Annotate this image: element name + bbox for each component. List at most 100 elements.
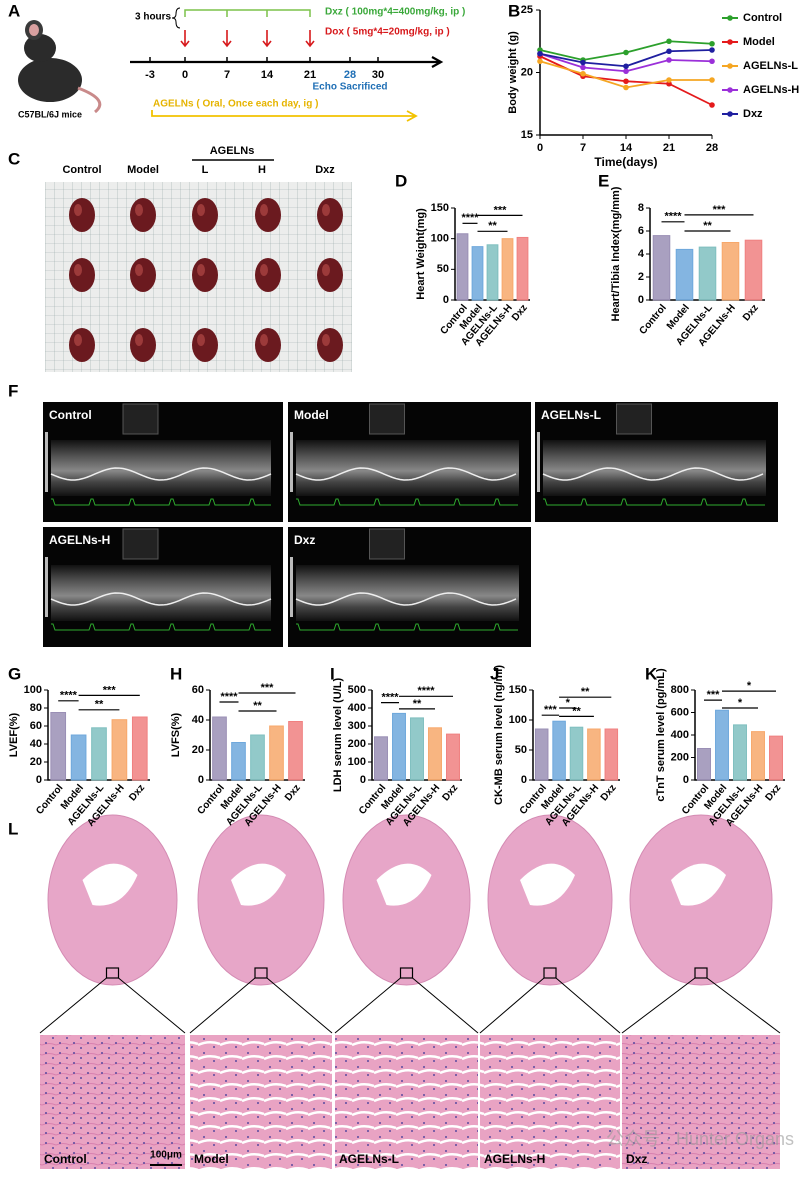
y-tick-label: 6 <box>638 225 644 237</box>
ventricle-lumen <box>231 863 286 906</box>
y-tick-label: 150 <box>431 202 449 214</box>
y-tick-label: 0 <box>638 294 644 306</box>
bar <box>131 716 148 781</box>
y-tick-label: 0 <box>36 774 42 786</box>
echo-band <box>296 565 519 621</box>
y-tick-label: 25 <box>521 4 533 16</box>
watermark: 公众号 · Hunter Organs <box>606 1129 794 1149</box>
panel-label: K <box>645 664 658 683</box>
legend-label: Model <box>743 36 775 48</box>
y-tick-label: 50 <box>437 263 449 275</box>
legend-marker <box>727 39 733 45</box>
legend-marker <box>727 15 733 21</box>
series-point <box>709 102 715 108</box>
bar <box>552 720 566 781</box>
micrograph <box>622 1035 780 1169</box>
bar <box>675 248 694 301</box>
bar <box>50 712 67 781</box>
x-tick-label: 0 <box>537 142 543 154</box>
heart-highlight <box>135 334 143 346</box>
series-point <box>537 50 543 57</box>
heart-highlight <box>260 264 268 276</box>
echo-label: Control <box>49 408 92 422</box>
micrograph <box>190 1035 332 1169</box>
panel-label: E <box>598 171 609 190</box>
y-tick-label: 400 <box>348 702 366 714</box>
bar <box>486 244 499 301</box>
series-point <box>666 57 672 63</box>
echo-panels: Control Model AGELNs-L AGELNs-H Dxz <box>43 402 778 647</box>
bar <box>374 736 388 781</box>
echo-thumbnail <box>122 528 159 560</box>
significance-label: ** <box>413 698 422 710</box>
histology-label: Dxz <box>626 1152 647 1166</box>
series-point <box>580 59 586 66</box>
y-axis-label: CK-MB serum level (ng/ml) <box>493 665 505 805</box>
y-tick-label: 800 <box>671 684 689 696</box>
ecg-trace <box>296 623 518 631</box>
significance-label: *** <box>707 689 721 701</box>
x-tick-label: Dxz <box>741 303 761 324</box>
bar <box>587 728 601 781</box>
gray-scale <box>45 432 48 492</box>
gray-scale <box>290 557 293 617</box>
echo-thumbnail <box>369 403 405 435</box>
panel-label: D <box>395 171 407 190</box>
series-point <box>709 47 715 53</box>
zoom-box <box>543 967 557 979</box>
y-tick-label: 15 <box>521 129 533 141</box>
group-label: H <box>258 164 266 176</box>
panel-label: F <box>8 381 18 400</box>
y-tick-label: 300 <box>348 720 366 732</box>
y-tick-label: 200 <box>348 738 366 750</box>
day-label: 14 <box>261 69 274 81</box>
duration-label: 3 hours <box>135 12 172 23</box>
y-tick-label: 0 <box>443 294 449 306</box>
zoom-box <box>105 967 120 979</box>
panel-label: G <box>8 664 21 683</box>
bar <box>428 727 442 781</box>
zoom-lines <box>39 977 186 1034</box>
significance-label: ** <box>703 220 712 232</box>
echo-thumbnail <box>122 403 159 435</box>
ecg-trace <box>543 498 765 506</box>
panel-label: H <box>170 664 182 683</box>
y-tick-label: 100 <box>431 233 449 245</box>
dox-regimen: Dox ( 5mg*4=20mg/kg, ip ) <box>325 27 450 38</box>
day-label: -3 <box>145 69 155 81</box>
significance-label: ** <box>572 705 581 717</box>
gray-scale <box>537 432 540 492</box>
echo-wall <box>295 467 517 481</box>
x-tick-label: Control <box>34 782 65 816</box>
day-label: 0 <box>182 69 188 81</box>
x-tick-label: Dxz <box>510 303 530 324</box>
y-tick-label: 200 <box>671 751 689 763</box>
x-tick-label: 21 <box>663 142 675 154</box>
heart-highlight <box>74 264 82 276</box>
legend-label: Control <box>743 12 782 24</box>
heart-highlight <box>322 264 330 276</box>
heart-photo: Control Model AGELNs L H Dxz <box>45 145 352 372</box>
panel-label: C <box>8 149 20 168</box>
heart <box>192 198 218 232</box>
significance-label: *** <box>261 682 275 694</box>
legend-label: AGELNs-L <box>743 60 798 72</box>
significance-label: * <box>747 680 752 692</box>
echo-label: Dxz <box>294 533 315 547</box>
bar <box>91 727 107 781</box>
legend-marker <box>727 63 733 69</box>
significance-label: *** <box>494 204 508 216</box>
panel-label: A <box>8 1 20 20</box>
heart-highlight <box>74 204 82 216</box>
dxz-regimen: Dxz ( 100mg*4=400mg/kg, ip ) <box>325 7 465 18</box>
series-point <box>580 64 586 71</box>
echo-band <box>51 440 271 496</box>
echo-wall <box>542 467 764 481</box>
y-axis-label: LDH serum level (U/L) <box>332 678 344 793</box>
y-tick-label: 40 <box>30 738 42 750</box>
bar <box>250 734 265 781</box>
micrograph <box>480 1035 620 1169</box>
echo-wall <box>50 467 272 481</box>
x-tick-label: Dxz <box>763 783 783 804</box>
panel-label: L <box>8 819 18 838</box>
